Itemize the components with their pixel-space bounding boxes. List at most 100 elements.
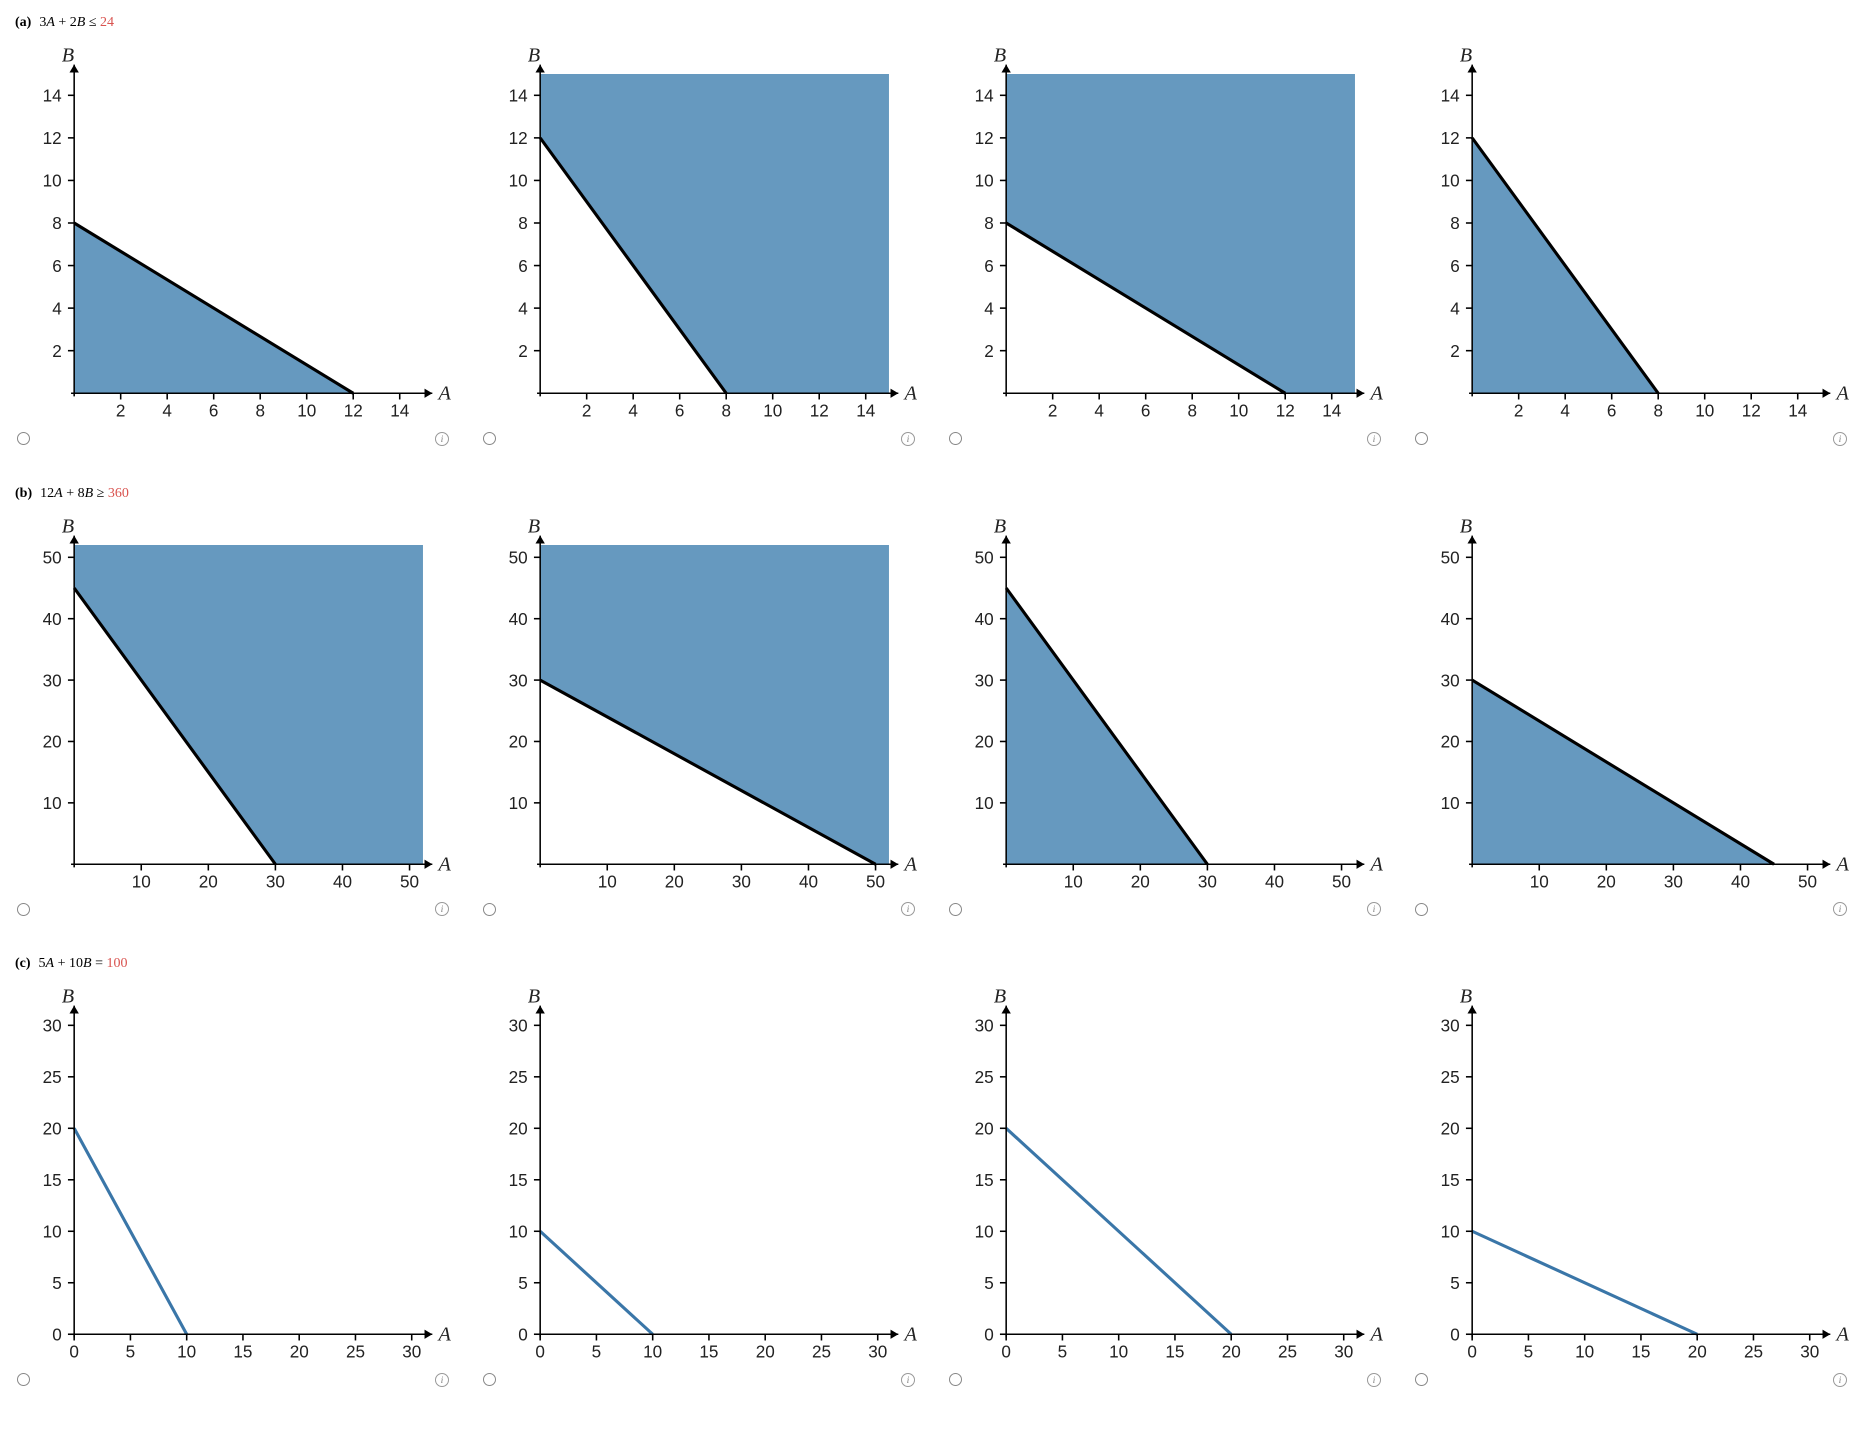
info-icon[interactable]: i — [901, 432, 915, 446]
option-1: 10203040501020304050ABi — [15, 517, 451, 917]
svg-text:15: 15 — [1631, 1343, 1650, 1362]
svg-text:5: 5 — [126, 1343, 136, 1362]
svg-text:8: 8 — [255, 402, 265, 421]
option-footer: i — [481, 432, 917, 446]
svg-text:30: 30 — [1334, 1343, 1353, 1362]
option-radio[interactable] — [17, 903, 30, 916]
constraint-chart: 10203040501020304050AB — [947, 517, 1383, 899]
svg-text:10: 10 — [43, 1222, 62, 1241]
info-icon[interactable]: i — [1833, 432, 1847, 446]
svg-text:10: 10 — [509, 794, 528, 813]
svg-text:25: 25 — [346, 1343, 365, 1362]
option-radio[interactable] — [949, 903, 962, 916]
svg-text:20: 20 — [43, 732, 62, 751]
svg-text:2: 2 — [1048, 402, 1058, 421]
question-label: (a) — [15, 15, 31, 30]
info-icon[interactable]: i — [435, 902, 449, 916]
option-radio[interactable] — [1415, 432, 1428, 445]
svg-text:4: 4 — [52, 299, 62, 318]
options-row: 24681012142468101214ABi24681012142468101… — [15, 46, 1849, 446]
info-icon[interactable]: i — [1367, 902, 1381, 916]
constraint-chart: 051015202530051015202530AB — [481, 987, 917, 1369]
svg-text:A: A — [1369, 1323, 1383, 1345]
info-icon[interactable]: i — [901, 902, 915, 916]
question-header: (c)5A + 10B = 100 — [15, 956, 1849, 972]
svg-text:25: 25 — [509, 1068, 528, 1087]
svg-text:A: A — [903, 382, 917, 404]
constraint-chart: 24681012142468101214AB — [481, 46, 917, 428]
info-icon[interactable]: i — [1833, 1373, 1847, 1387]
svg-text:20: 20 — [1222, 1343, 1241, 1362]
chart-wrap: 24681012142468101214AB — [15, 46, 451, 428]
constraint-chart: 051015202530051015202530AB — [947, 987, 1383, 1369]
option-radio[interactable] — [483, 903, 496, 916]
chart-wrap: 051015202530051015202530AB — [947, 987, 1383, 1369]
option-radio[interactable] — [17, 1373, 30, 1386]
svg-text:25: 25 — [1744, 1343, 1763, 1362]
svg-text:30: 30 — [868, 1343, 887, 1362]
svg-text:30: 30 — [1800, 1343, 1819, 1362]
svg-text:50: 50 — [975, 548, 994, 567]
svg-text:2: 2 — [984, 342, 994, 361]
svg-text:0: 0 — [1450, 1325, 1460, 1344]
svg-text:14: 14 — [1441, 87, 1461, 106]
option-footer: i — [1413, 902, 1849, 916]
svg-text:10: 10 — [132, 872, 151, 891]
option-3: 24681012142468101214ABi — [947, 46, 1383, 446]
constraint-rhs: 100 — [106, 956, 127, 971]
svg-text:20: 20 — [975, 1120, 994, 1139]
svg-text:6: 6 — [209, 402, 219, 421]
option-3: 051015202530051015202530ABi — [947, 987, 1383, 1387]
svg-text:4: 4 — [628, 402, 638, 421]
svg-text:B: B — [1460, 987, 1472, 1008]
option-2: 051015202530051015202530ABi — [481, 987, 917, 1387]
svg-text:20: 20 — [1131, 872, 1150, 891]
svg-text:40: 40 — [1265, 872, 1284, 891]
info-icon[interactable]: i — [1367, 1373, 1381, 1387]
info-icon[interactable]: i — [435, 1373, 449, 1387]
svg-text:30: 30 — [1198, 872, 1217, 891]
svg-text:0: 0 — [984, 1325, 994, 1344]
option-3: 10203040501020304050ABi — [947, 517, 1383, 917]
svg-text:8: 8 — [1187, 402, 1197, 421]
info-icon[interactable]: i — [1367, 432, 1381, 446]
svg-text:0: 0 — [52, 1325, 62, 1344]
option-radio[interactable] — [483, 432, 496, 445]
svg-text:30: 30 — [43, 671, 62, 690]
svg-text:5: 5 — [592, 1343, 602, 1362]
svg-text:15: 15 — [233, 1343, 252, 1362]
svg-text:6: 6 — [984, 257, 994, 276]
option-radio[interactable] — [1415, 1373, 1428, 1386]
option-radio[interactable] — [1415, 903, 1428, 916]
svg-text:14: 14 — [856, 402, 876, 421]
svg-text:A: A — [903, 853, 917, 875]
svg-text:0: 0 — [535, 1343, 545, 1362]
svg-text:20: 20 — [975, 732, 994, 751]
svg-text:20: 20 — [199, 872, 218, 891]
svg-text:15: 15 — [1165, 1343, 1184, 1362]
svg-text:A: A — [437, 1323, 451, 1345]
svg-text:10: 10 — [1109, 1343, 1128, 1362]
option-radio[interactable] — [483, 1373, 496, 1386]
option-4: 10203040501020304050AB i — [1413, 517, 1849, 917]
svg-text:10: 10 — [1229, 402, 1248, 421]
constraint-lhs: 12A + 8B ≥ — [40, 486, 108, 501]
svg-text:10: 10 — [975, 172, 994, 191]
option-radio[interactable] — [949, 432, 962, 445]
svg-text:50: 50 — [866, 872, 885, 891]
svg-text:40: 40 — [1441, 609, 1460, 628]
svg-text:4: 4 — [984, 299, 994, 318]
svg-text:12: 12 — [975, 129, 994, 148]
constraint-chart: 051015202530051015202530AB — [1413, 987, 1849, 1369]
chart-wrap: 10203040501020304050AB — [1413, 517, 1849, 899]
svg-text:B: B — [528, 46, 540, 67]
svg-text:15: 15 — [975, 1171, 994, 1190]
info-icon[interactable]: i — [901, 1373, 915, 1387]
svg-text:30: 30 — [509, 1017, 528, 1036]
svg-text:25: 25 — [1441, 1068, 1460, 1087]
svg-text:10: 10 — [975, 794, 994, 813]
info-icon[interactable]: i — [435, 432, 449, 446]
option-radio[interactable] — [17, 432, 30, 445]
option-radio[interactable] — [949, 1373, 962, 1386]
info-icon[interactable]: i — [1833, 902, 1847, 916]
